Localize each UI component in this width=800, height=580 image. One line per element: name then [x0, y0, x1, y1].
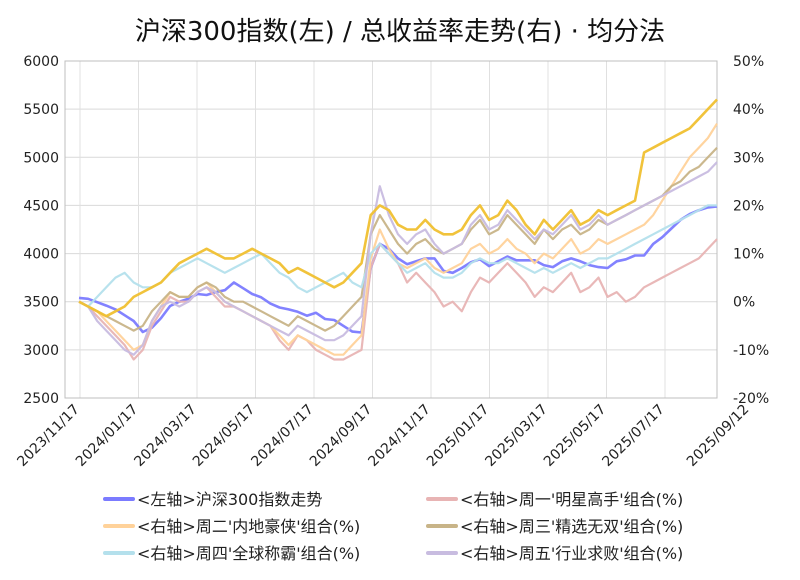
- series-line: [78, 123, 718, 356]
- x-tick-label: 2024/09/17: [307, 402, 375, 470]
- legend-label: <右轴>周一'明星高手'组合(%): [460, 490, 683, 509]
- y-left-tick-label: 4500: [23, 198, 59, 214]
- x-tick-label: 2025/07/17: [599, 402, 667, 470]
- legend-label: <右轴>周三'精选无双'组合(%): [460, 517, 683, 536]
- legend-label: <右轴>周四'全球称霸'组合(%): [137, 544, 360, 563]
- y-left-tick-label: 3000: [23, 343, 59, 359]
- x-tick-label: 2025/01/17: [424, 402, 492, 470]
- y-right-tick-label: 10%: [733, 247, 764, 263]
- y-right-tick-label: 20%: [733, 198, 764, 214]
- legend-label: <右轴>周二'内地豪侠'组合(%): [137, 517, 360, 536]
- series-line: [78, 98, 718, 318]
- y-right-tick-label: 0%: [733, 295, 755, 311]
- plot-border: [64, 60, 718, 399]
- y-left-tick-label: 5000: [23, 150, 59, 166]
- y-left-tick-label: 5500: [23, 102, 59, 118]
- y-left-tick-label: 4000: [23, 247, 59, 263]
- x-tick-label: 2024/01/17: [73, 402, 141, 470]
- series-layer: [78, 98, 718, 361]
- y-right-tick-label: -10%: [733, 343, 769, 359]
- x-tick-label: 2023/11/17: [14, 402, 82, 470]
- x-tick-label: 2025/03/17: [482, 402, 550, 470]
- grid-layer: [65, 60, 717, 399]
- y-right-tick-label: 40%: [733, 102, 764, 118]
- x-tick-label: 2024/05/17: [190, 402, 258, 470]
- x-tick-label: 2024/11/17: [365, 402, 433, 470]
- legend-label: <右轴>周五'行业求败'组合(%): [460, 544, 683, 563]
- y-left-tick-label: 2500: [23, 391, 59, 407]
- y-left-tick-label: 3500: [23, 295, 59, 311]
- y-right-tick-label: 30%: [733, 150, 764, 166]
- series-line: [78, 161, 718, 356]
- series-line: [78, 205, 718, 334]
- chart-title: 沪深300指数(左) / 总收益率走势(右) · 均分法: [135, 17, 665, 47]
- legend-label: <左轴>沪深300指数走势: [137, 490, 322, 509]
- y-left-tick-label: 6000: [23, 54, 59, 70]
- axis-layer: 6000 50% 5500 40% 5000 30% 4500 20% 4000 10% 3500 0…: [14, 54, 769, 470]
- y-right-tick-label: -20%: [733, 391, 769, 407]
- x-tick-label: 2025/09/12: [684, 402, 752, 470]
- y-right-tick-label: 50%: [733, 54, 764, 70]
- x-tick-label: 2024/07/17: [248, 402, 316, 470]
- series-line: [78, 204, 717, 308]
- legend: <左轴>沪深300指数走势 <右轴>周一'明星高手'组合(%) <右轴>周二'内地豪…: [103, 490, 683, 563]
- x-tick-label: 2025/05/17: [541, 402, 609, 470]
- x-tick-label: 2024/03/17: [131, 402, 199, 470]
